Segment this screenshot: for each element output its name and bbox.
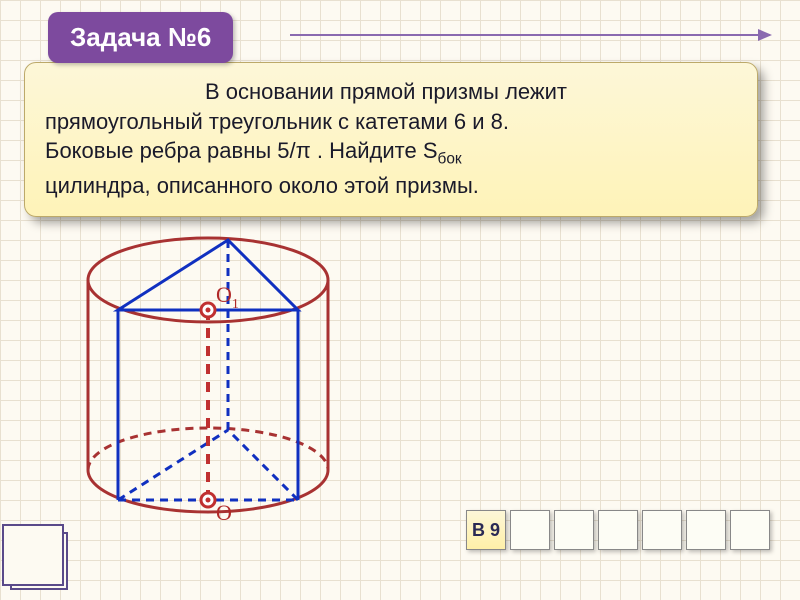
answer-cell[interactable] [686,510,726,550]
problem-subscript: бок [438,151,462,168]
answer-cell[interactable] [510,510,550,550]
answer-row: В 9 [466,510,770,550]
problem-line2: прямоугольный треугольник с катетами 6 и… [45,109,509,134]
problem-statement: В основании прямой призмы лежит прямоуго… [24,62,758,217]
answer-cell[interactable] [642,510,682,550]
answer-cell[interactable] [730,510,770,550]
answer-cell[interactable] [554,510,594,550]
decorative-arrow [290,34,770,36]
cylinder-prism-diagram: О1 О [58,220,358,530]
answer-label: В 9 [466,510,506,550]
answer-cell[interactable] [598,510,638,550]
corner-decoration [10,532,68,590]
label-O1: О1 [216,282,239,312]
problem-line4: цилиндра, описанного около этой призмы. [45,173,479,198]
problem-line1: В основании прямой призмы лежит [205,79,567,104]
task-title: Задача №6 [48,12,233,63]
label-O: О [216,500,232,525]
problem-line3a: Боковые ребра равны 5/π . Найдите S [45,138,438,163]
